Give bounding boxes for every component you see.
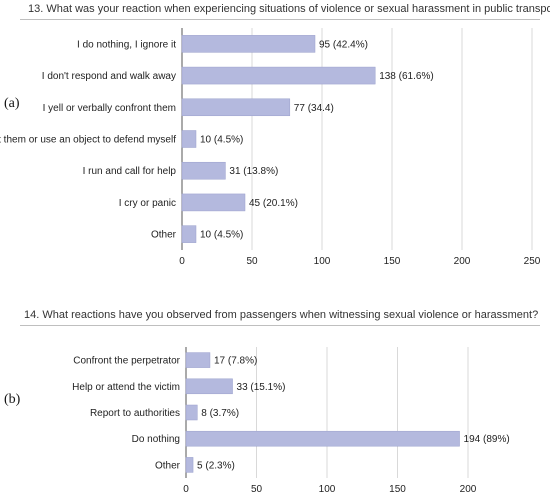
tick-label: 150 — [384, 256, 401, 267]
category-label: I hit them or use an object to defend my… — [0, 135, 176, 146]
data-label: 8 (3.7%) — [201, 408, 239, 419]
data-label: 10 (4.5%) — [200, 230, 243, 241]
bar — [181, 130, 197, 148]
tick-label: 150 — [389, 484, 406, 495]
data-label: 17 (7.8%) — [214, 356, 257, 367]
tick-label: 250 — [524, 256, 541, 267]
tick-label: 100 — [319, 484, 336, 495]
category-label: Other — [151, 230, 177, 241]
data-label: 45 (20.1%) — [249, 198, 298, 209]
bar — [185, 404, 198, 421]
tick-label: 200 — [460, 484, 477, 495]
bar — [185, 378, 233, 395]
category-label: Do nothing — [132, 434, 180, 445]
data-label: 138 (61.6%) — [379, 71, 433, 82]
tick-label: 0 — [179, 256, 185, 267]
bar — [181, 193, 246, 212]
bar — [181, 35, 316, 53]
category-label: I run and call for help — [83, 166, 177, 177]
data-label: 5 (2.3%) — [197, 460, 235, 471]
tick-label: 200 — [454, 256, 471, 267]
bar — [181, 161, 226, 180]
panel-label: (b) — [4, 392, 21, 407]
data-label: 77 (34.4) — [294, 103, 334, 114]
bar-chart-a: I do nothing, I ignore it 95 (42.4%) I don… — [0, 28, 541, 267]
tick-label: 0 — [183, 484, 189, 495]
bar-chart-b: Confront the perpetrator 17 (7.8%) Help or… — [72, 347, 510, 495]
category-label: Other — [155, 460, 181, 471]
title-divider — [20, 325, 540, 326]
bar — [181, 66, 376, 85]
bar — [181, 98, 291, 117]
data-label: 95 (42.4%) — [319, 39, 368, 50]
category-label: I yell or verbally confront them — [43, 103, 176, 114]
title-divider — [20, 19, 540, 20]
bar — [185, 352, 211, 368]
category-label: Help or attend the victim — [72, 382, 180, 393]
data-label: 194 (89%) — [464, 434, 510, 445]
category-label: I cry or panic — [119, 198, 176, 209]
bar — [185, 457, 194, 473]
category-label: I do nothing, I ignore it — [77, 39, 176, 50]
chart-panel-b: 14. What reactions have you observed fro… — [0, 300, 550, 502]
category-label: I don't respond and walk away — [42, 71, 176, 82]
bar — [181, 225, 197, 243]
data-label: 10 (4.5%) — [200, 135, 243, 146]
chart-title: 13. What was your reaction when experien… — [28, 3, 550, 15]
chart-title: 14. What reactions have you observed fro… — [24, 309, 539, 321]
panel-label: (a) — [4, 96, 20, 111]
chart-panel-a: 13. What was your reaction when experien… — [0, 3, 550, 267]
tick-label: 100 — [314, 256, 331, 267]
category-label: Report to authorities — [90, 408, 180, 419]
tick-label: 50 — [246, 256, 258, 267]
bar — [185, 430, 460, 447]
data-label: 33 (15.1%) — [237, 382, 286, 393]
category-label: Confront the perpetrator — [73, 356, 180, 367]
tick-label: 50 — [251, 484, 263, 495]
data-label: 31 (13.8%) — [229, 166, 278, 177]
